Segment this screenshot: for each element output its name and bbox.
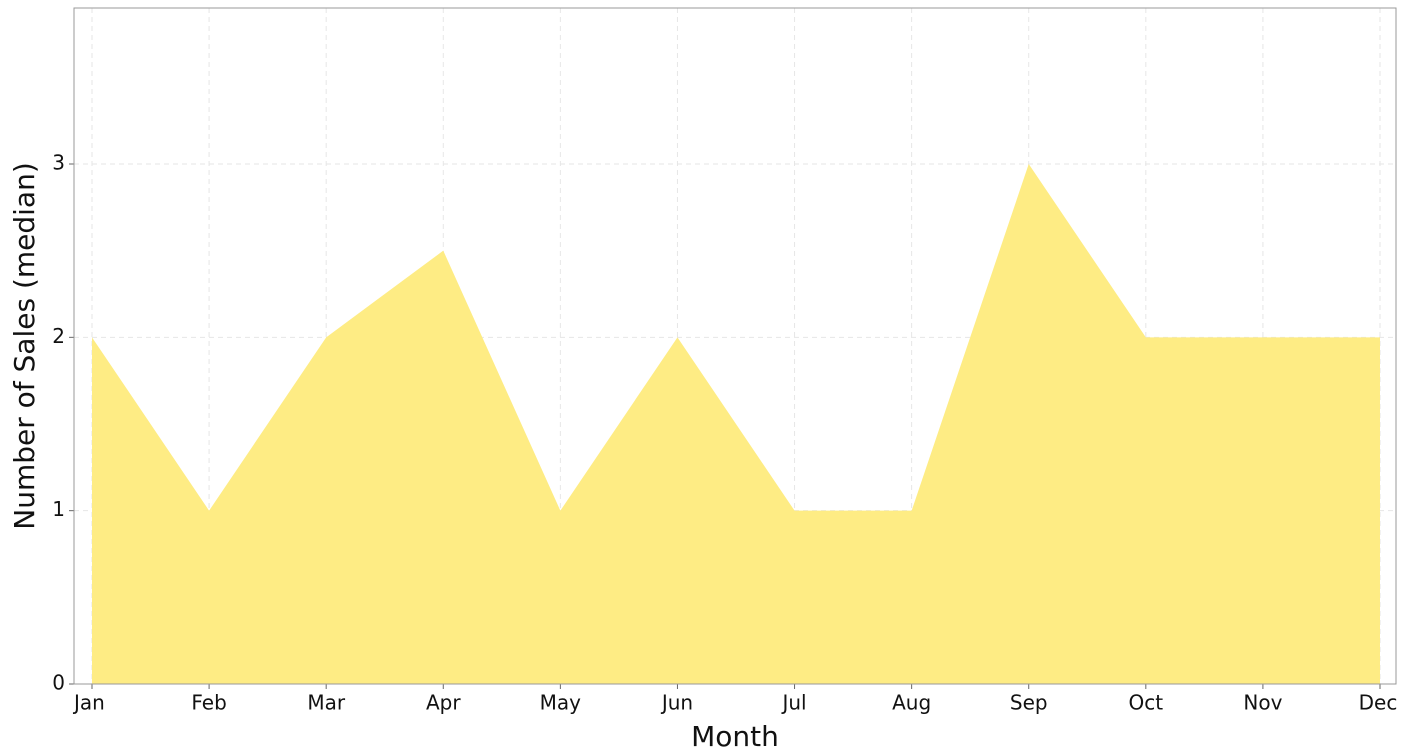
x-tick-label: Oct	[1129, 691, 1164, 715]
x-tick-label: Feb	[191, 691, 226, 715]
x-tick-label: Mar	[307, 691, 346, 715]
y-tick-label: 3	[52, 151, 65, 175]
x-tick-label: Apr	[426, 691, 461, 715]
x-tick-label: Aug	[892, 691, 931, 715]
x-tick-label: Dec	[1359, 691, 1398, 715]
y-axis-label: Number of Sales (median)	[8, 162, 41, 530]
x-axis-label: Month	[691, 720, 779, 753]
x-tick-label: Sep	[1010, 691, 1048, 715]
y-tick-label: 0	[52, 671, 65, 695]
x-tick-label: Jul	[780, 691, 806, 715]
area	[92, 164, 1380, 684]
x-tick-label: Jan	[72, 691, 105, 715]
x-tick-label: May	[540, 691, 582, 715]
x-tick-label: Nov	[1243, 691, 1282, 715]
plot-frame	[73, 7, 1397, 685]
y-tick-label: 1	[52, 497, 65, 521]
x-tick-label: Jun	[660, 691, 693, 715]
y-tick-label: 2	[52, 324, 65, 348]
